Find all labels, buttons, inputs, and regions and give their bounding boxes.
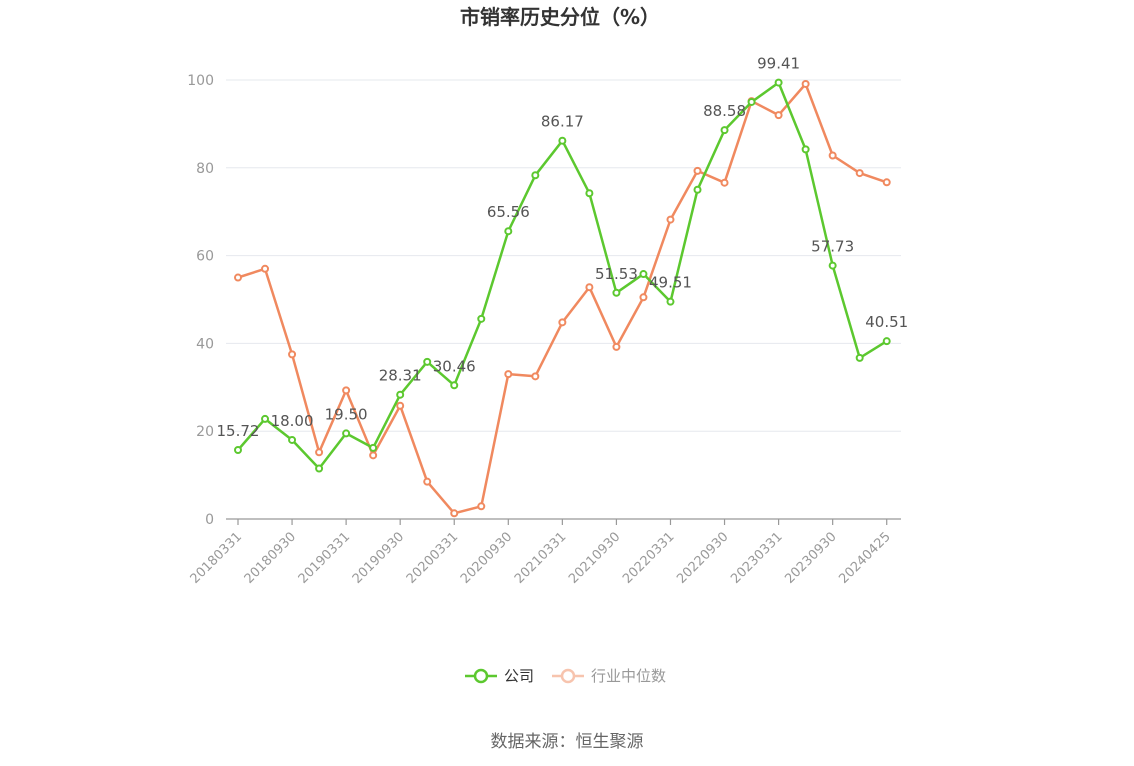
data-point[interactable] (639, 270, 648, 279)
data-point[interactable] (639, 293, 648, 302)
data-label: 28.31 (379, 367, 422, 385)
x-tick-label: 20180331 (188, 529, 245, 586)
y-tick-label: 60 (196, 249, 214, 265)
data-point[interactable] (396, 390, 405, 399)
x-tick-label: 20210331 (512, 529, 569, 586)
data-point[interactable] (531, 171, 540, 180)
data-point[interactable] (558, 136, 567, 145)
data-point[interactable] (369, 443, 378, 452)
data-point[interactable] (342, 429, 351, 438)
legend-marker-icon (560, 668, 576, 684)
data-point[interactable] (882, 337, 891, 346)
data-point[interactable] (288, 350, 297, 359)
data-point[interactable] (801, 145, 810, 154)
data-point[interactable] (801, 79, 810, 88)
data-source: 数据来源：恒生聚源 (491, 732, 644, 752)
x-tick-label: 20220331 (620, 529, 677, 586)
data-point[interactable] (477, 502, 486, 511)
chart-title: 市销率历史分位（%） (460, 5, 660, 29)
grid-layer (226, 79, 901, 432)
x-tick-label: 20210930 (566, 529, 623, 586)
data-label: 65.56 (487, 203, 530, 221)
legend-item-1[interactable]: 行业中位数 (552, 667, 666, 685)
data-label: 51.53 (595, 265, 638, 283)
x-tick-label: 20230930 (782, 529, 839, 586)
legend-label: 行业中位数 (591, 667, 666, 685)
data-point[interactable] (828, 151, 837, 160)
data-point[interactable] (531, 372, 540, 381)
data-point[interactable] (234, 445, 242, 454)
y-tick-label: 20 (196, 424, 214, 440)
data-label: 86.17 (541, 113, 584, 131)
data-point[interactable] (774, 78, 783, 87)
data-point[interactable] (288, 435, 297, 444)
data-point[interactable] (369, 451, 378, 460)
data-label-layer: 15.72 18.00 19.50 28.31 30.46 65.56 86.17 51.53… (217, 55, 909, 440)
x-tick-label: 20180930 (242, 529, 299, 586)
data-point[interactable] (585, 189, 594, 198)
data-point[interactable] (720, 126, 729, 135)
legend-item-0[interactable]: 公司 (465, 667, 534, 685)
series-0 (234, 78, 891, 473)
data-point[interactable] (666, 297, 675, 306)
data-point[interactable] (504, 227, 513, 236)
data-point[interactable] (315, 464, 324, 473)
data-label: 40.51 (865, 313, 908, 331)
legend-marker-icon (473, 668, 489, 684)
x-tick-label: 20190930 (350, 529, 407, 586)
data-point[interactable] (450, 509, 459, 518)
y-tick-label: 100 (187, 73, 214, 89)
data-label: 30.46 (433, 357, 476, 375)
data-point[interactable] (828, 261, 837, 270)
y-tick-label: 80 (196, 161, 214, 177)
data-point[interactable] (261, 414, 270, 423)
data-point[interactable] (585, 283, 594, 292)
data-point[interactable] (882, 178, 891, 187)
data-point[interactable] (693, 185, 702, 194)
x-tick-label: 20200331 (404, 529, 461, 586)
series-layer (234, 78, 891, 518)
data-point[interactable] (855, 169, 864, 178)
data-point[interactable] (504, 370, 513, 379)
data-point[interactable] (450, 381, 459, 390)
x-tick-label: 20190331 (296, 529, 353, 586)
data-label: 19.50 (325, 405, 368, 423)
data-point[interactable] (720, 178, 729, 187)
legend-label: 公司 (504, 667, 534, 685)
data-point[interactable] (747, 97, 756, 106)
data-point[interactable] (774, 111, 783, 120)
data-label: 57.73 (811, 238, 854, 256)
x-tick-label: 20230331 (728, 529, 785, 586)
data-label: 49.51 (649, 274, 692, 292)
data-point[interactable] (261, 264, 270, 273)
data-point[interactable] (612, 342, 621, 351)
data-point[interactable] (342, 386, 351, 395)
x-tick-label: 20200930 (458, 529, 515, 586)
axis-layer: 0 20 40 60 80 100 2018033120180930201903312019… (187, 73, 901, 587)
series-1 (234, 79, 891, 518)
x-tick-label: 20240425 (836, 529, 893, 586)
data-point[interactable] (234, 273, 242, 282)
data-point[interactable] (558, 318, 567, 327)
data-label: 88.58 (703, 102, 746, 120)
data-point[interactable] (666, 215, 675, 224)
data-point[interactable] (855, 353, 864, 362)
data-point[interactable] (396, 401, 405, 410)
data-point[interactable] (612, 288, 621, 297)
legend[interactable]: 公司 行业中位数 (465, 667, 666, 685)
data-point[interactable] (477, 314, 486, 323)
y-tick-label: 0 (205, 512, 214, 528)
data-label: 18.00 (271, 412, 314, 430)
y-tick-label: 40 (196, 336, 214, 352)
data-label: 99.41 (757, 55, 800, 73)
data-label: 15.72 (217, 422, 260, 440)
data-point[interactable] (423, 357, 432, 366)
data-point[interactable] (693, 166, 702, 175)
data-point[interactable] (315, 448, 324, 457)
x-tick-label: 20220930 (674, 529, 731, 586)
data-point[interactable] (423, 477, 432, 486)
